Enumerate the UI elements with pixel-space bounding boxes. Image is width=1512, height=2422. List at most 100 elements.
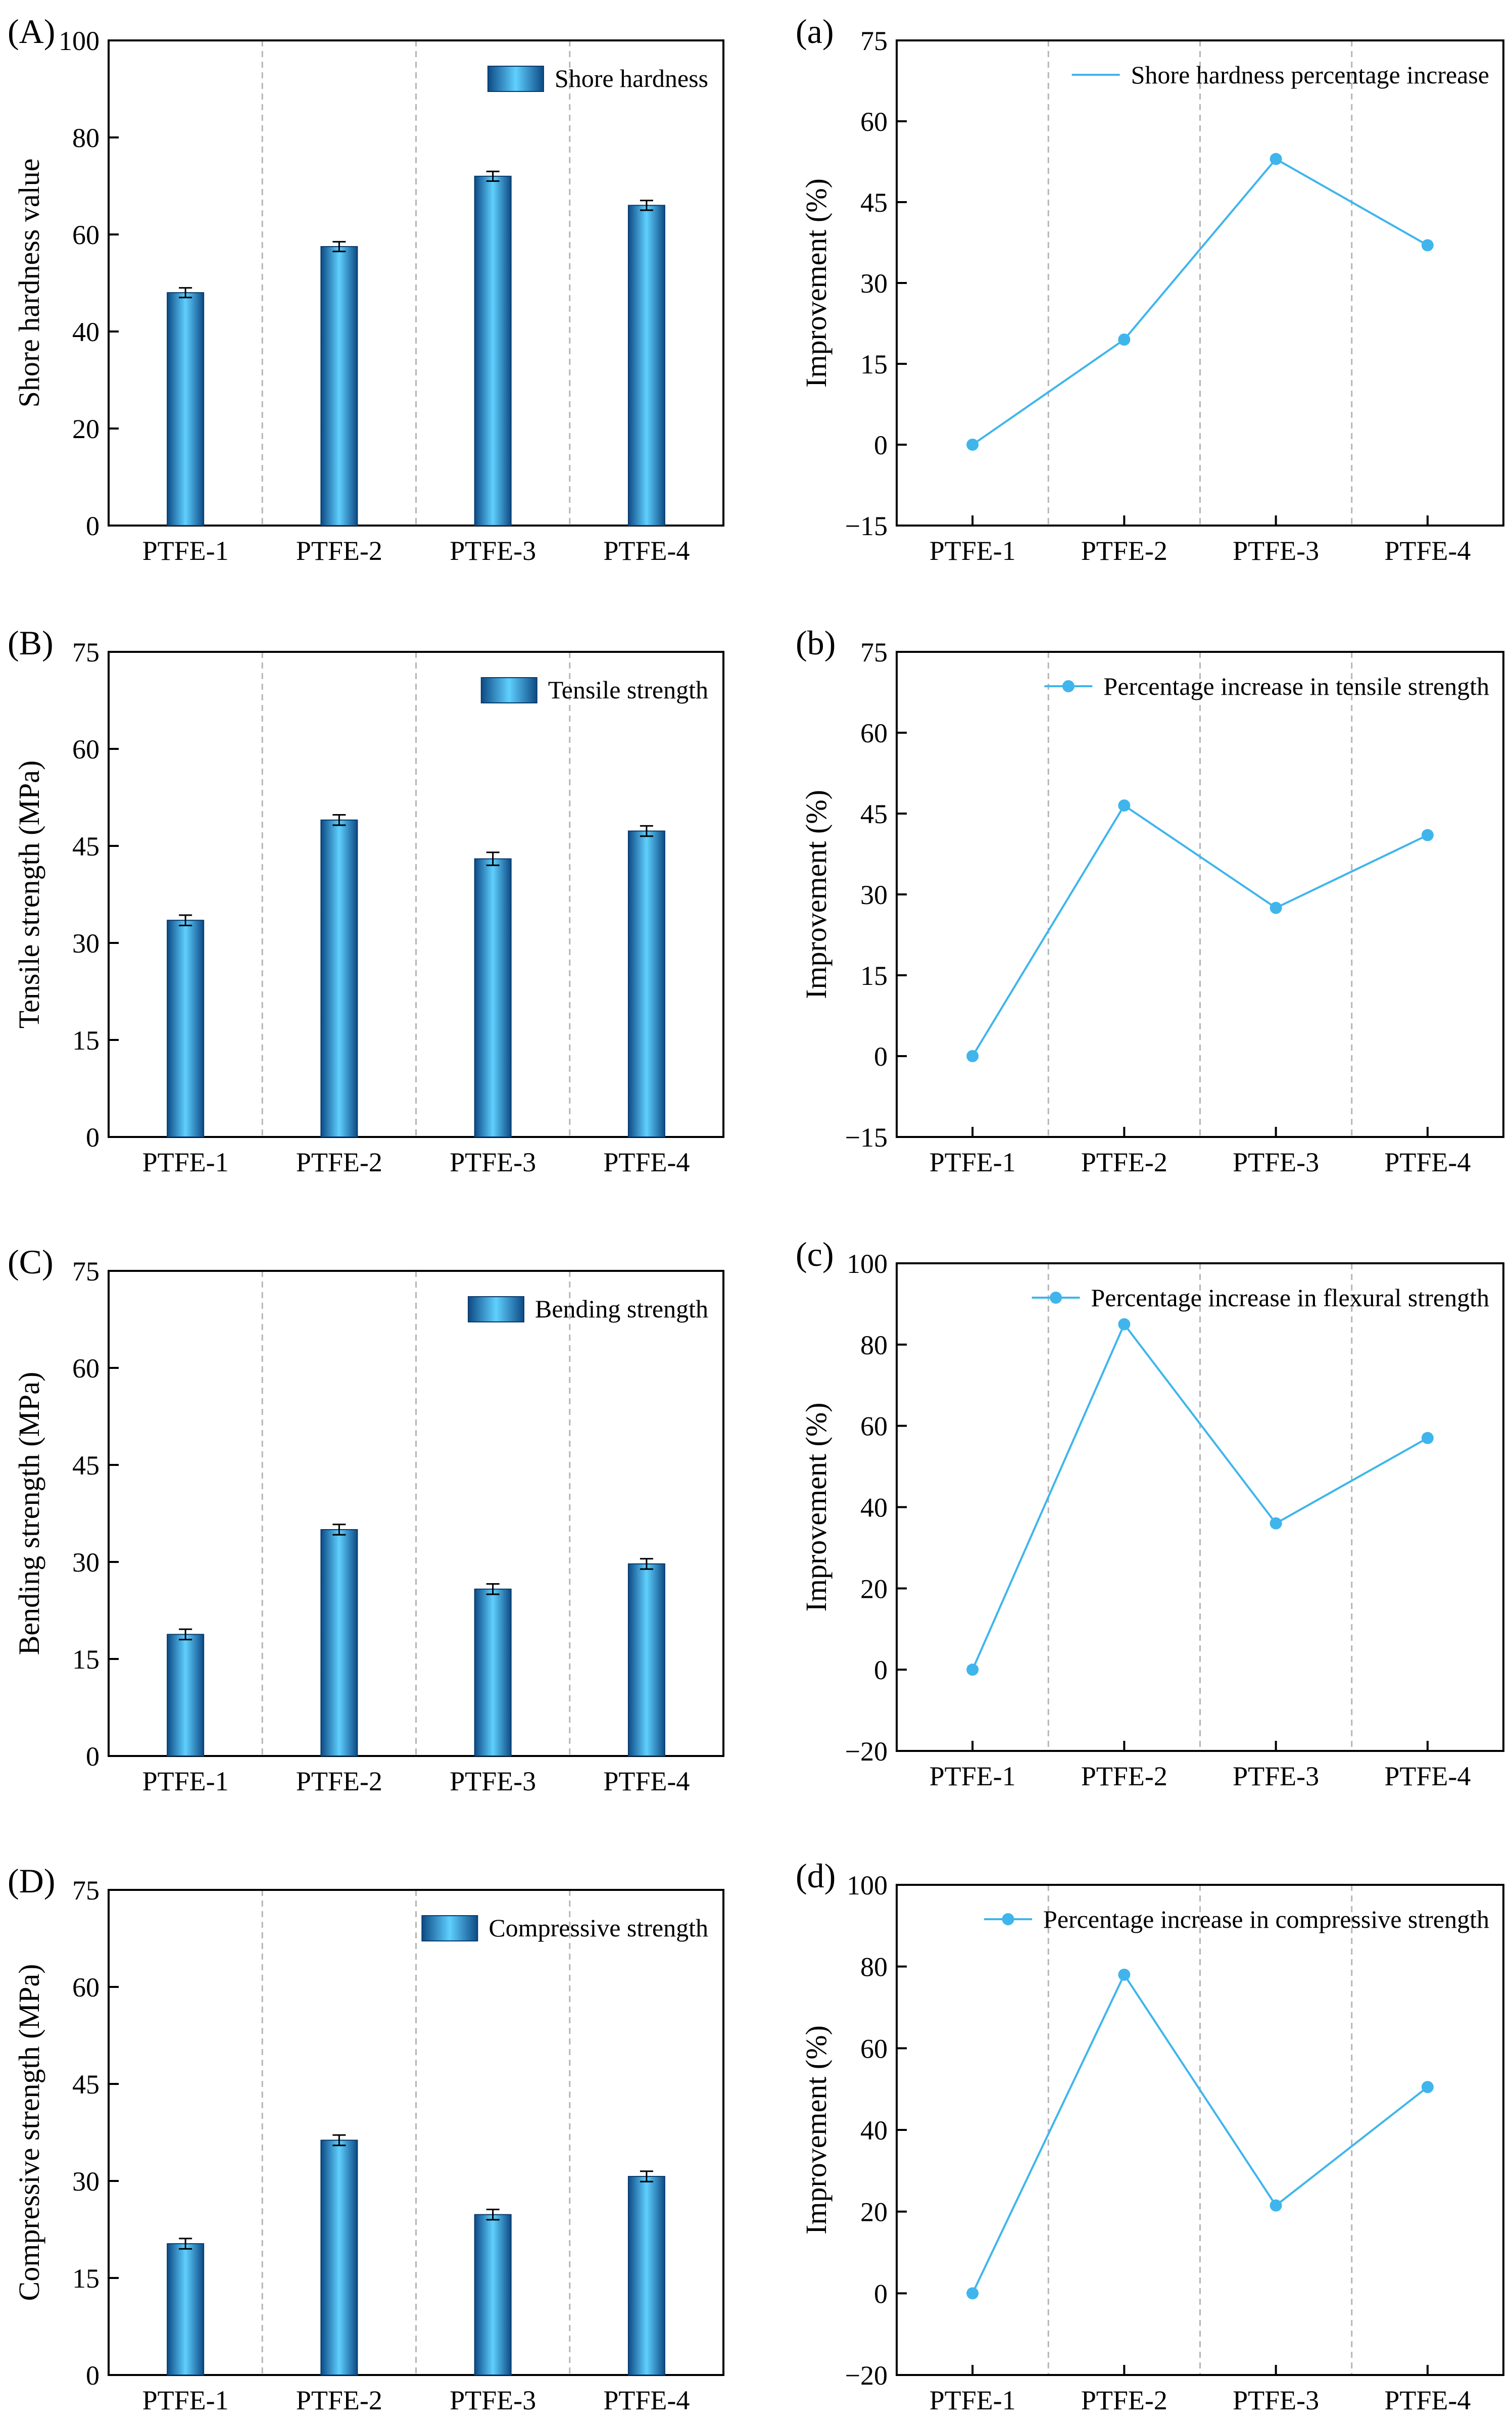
y-tick-label: 80: [860, 1952, 888, 1982]
legend-label: Percentage increase in compressive stren…: [1043, 1905, 1489, 1933]
bar: [167, 2243, 205, 2376]
data-point: [1118, 1318, 1131, 1331]
y-axis-title: Improvement (%): [800, 790, 833, 999]
y-tick-label: 20: [860, 2197, 888, 2227]
x-tick-label: PTFE-1: [142, 2385, 229, 2415]
x-tick-label: PTFE-3: [1233, 1761, 1319, 1791]
legend-label: Shore hardness percentage increase: [1131, 61, 1489, 89]
y-tick-label: 60: [860, 107, 888, 137]
panel-label: (C): [8, 1243, 54, 1281]
y-tick-label: −20: [845, 1736, 888, 1767]
y-tick-label: 60: [72, 1353, 100, 1384]
chart-panel-4: 0 15 30 45 60 75 PTFE-1 PTFE-2 PTFE-3 PTFE-4 Bendi…: [8, 1243, 724, 1796]
x-tick-label: PTFE-2: [1081, 1761, 1167, 1791]
y-tick-label: 0: [874, 430, 888, 460]
plot-frame: [108, 1270, 724, 1757]
x-tick-label: PTFE-2: [1081, 1147, 1167, 1177]
bar: [320, 246, 358, 526]
x-tick-label: PTFE-3: [1233, 2385, 1319, 2415]
bar: [320, 2140, 358, 2376]
x-tick-label: PTFE-4: [603, 536, 690, 566]
x-tick-label: PTFE-1: [930, 1761, 1016, 1791]
data-point: [1421, 239, 1434, 252]
y-tick-label: 45: [860, 187, 888, 218]
y-tick-label: 30: [72, 928, 100, 959]
chart-panel-3: −15 0 15 30 45 60 75 PTFE-1 PTFE-2 PTFE-3 PTFE-4 Im…: [796, 624, 1504, 1177]
x-tick-label: PTFE-4: [1384, 2385, 1471, 2415]
plot-frame: [108, 1889, 724, 2376]
y-tick-label: 0: [86, 2360, 100, 2391]
legend-label: Percentage increase in tensile strength: [1103, 672, 1489, 700]
x-tick-label: PTFE-4: [1384, 1761, 1471, 1791]
y-tick-label: 40: [72, 317, 100, 347]
legend-marker: [1002, 1913, 1014, 1925]
y-tick-label: −15: [845, 1122, 888, 1153]
y-tick-label: 20: [72, 414, 100, 444]
x-tick-label: PTFE-3: [450, 1147, 536, 1177]
x-tick-label: PTFE-3: [450, 536, 536, 566]
bar: [474, 1588, 512, 1756]
bar: [320, 1529, 358, 1756]
y-tick-label: 30: [72, 2166, 100, 2197]
x-tick-label: PTFE-1: [142, 536, 229, 566]
x-tick-label: PTFE-4: [1384, 1147, 1471, 1177]
y-tick-label: 75: [72, 1875, 100, 1906]
y-tick-label: 40: [860, 1493, 888, 1523]
y-tick-label: 15: [72, 2263, 100, 2294]
legend-swatch: [467, 1296, 524, 1322]
y-tick-label: 45: [860, 799, 888, 829]
y-tick-label: 45: [72, 831, 100, 862]
bar: [627, 2176, 665, 2376]
panel-label: (b): [796, 624, 836, 662]
chart-panel-0: 0 20 40 60 80 100 PTFE-1 PTFE-2 PTFE-3 PTFE-4 Shor…: [8, 12, 724, 566]
plot-frame: [108, 651, 724, 1138]
y-axis-title: Improvement (%): [800, 1403, 833, 1612]
data-point: [1118, 1968, 1131, 1981]
y-tick-label: 100: [59, 26, 100, 56]
y-tick-label: 20: [860, 1574, 888, 1604]
bar: [167, 920, 205, 1137]
y-axis-title: Shore hardness value: [13, 159, 45, 408]
x-tick-label: PTFE-1: [142, 1147, 229, 1177]
y-tick-label: 15: [860, 349, 888, 379]
x-tick-label: PTFE-3: [450, 1766, 536, 1796]
data-point: [1270, 153, 1282, 165]
panel-label: (a): [796, 12, 834, 51]
y-tick-label: 100: [847, 1870, 888, 1901]
data-point: [1421, 829, 1434, 841]
x-tick-label: PTFE-2: [1081, 536, 1167, 566]
panel-label: (d): [796, 1857, 836, 1895]
y-tick-label: 0: [86, 1741, 100, 1772]
legend-marker: [1062, 680, 1075, 692]
y-tick-label: 0: [874, 1041, 888, 1072]
y-tick-label: 30: [72, 1547, 100, 1578]
plot-frame: [896, 651, 1504, 1138]
legend-label: Compressive strength: [489, 1914, 708, 1942]
y-tick-label: 60: [72, 734, 100, 765]
bar: [320, 819, 358, 1138]
x-tick-label: PTFE-4: [603, 1147, 690, 1177]
y-tick-label: 0: [874, 1655, 888, 1685]
series-line: [971, 804, 1428, 1057]
bar: [627, 830, 665, 1138]
y-axis-title: Compressive strength (MPa): [13, 1964, 45, 2301]
x-tick-label: PTFE-2: [296, 1147, 382, 1177]
y-tick-label: 30: [860, 268, 888, 299]
plot-frame: [108, 39, 724, 527]
y-axis-title: Improvement (%): [800, 2025, 833, 2235]
y-axis-title: Improvement (%): [800, 178, 833, 388]
data-point: [1118, 799, 1131, 812]
x-tick-label: PTFE-1: [930, 1147, 1016, 1177]
x-tick-label: PTFE-1: [930, 536, 1016, 566]
chart-panel-5: −20 0 20 40 60 80 100 PTFE-1 PTFE-2 PTFE-3 PTFE-4 I…: [796, 1235, 1504, 1791]
y-tick-label: 15: [860, 961, 888, 991]
bar: [167, 292, 205, 526]
x-tick-label: PTFE-2: [296, 536, 382, 566]
panel-label: (B): [8, 624, 54, 662]
y-tick-label: 60: [860, 718, 888, 748]
y-axis-title: Tensile strength (MPa): [13, 761, 45, 1029]
legend-swatch: [480, 677, 538, 703]
x-tick-label: PTFE-3: [1233, 1147, 1319, 1177]
series-line: [971, 158, 1428, 446]
chart-panel-2: 0 15 30 45 60 75 PTFE-1 PTFE-2 PTFE-3 PTFE-4 Tensi…: [8, 624, 724, 1177]
